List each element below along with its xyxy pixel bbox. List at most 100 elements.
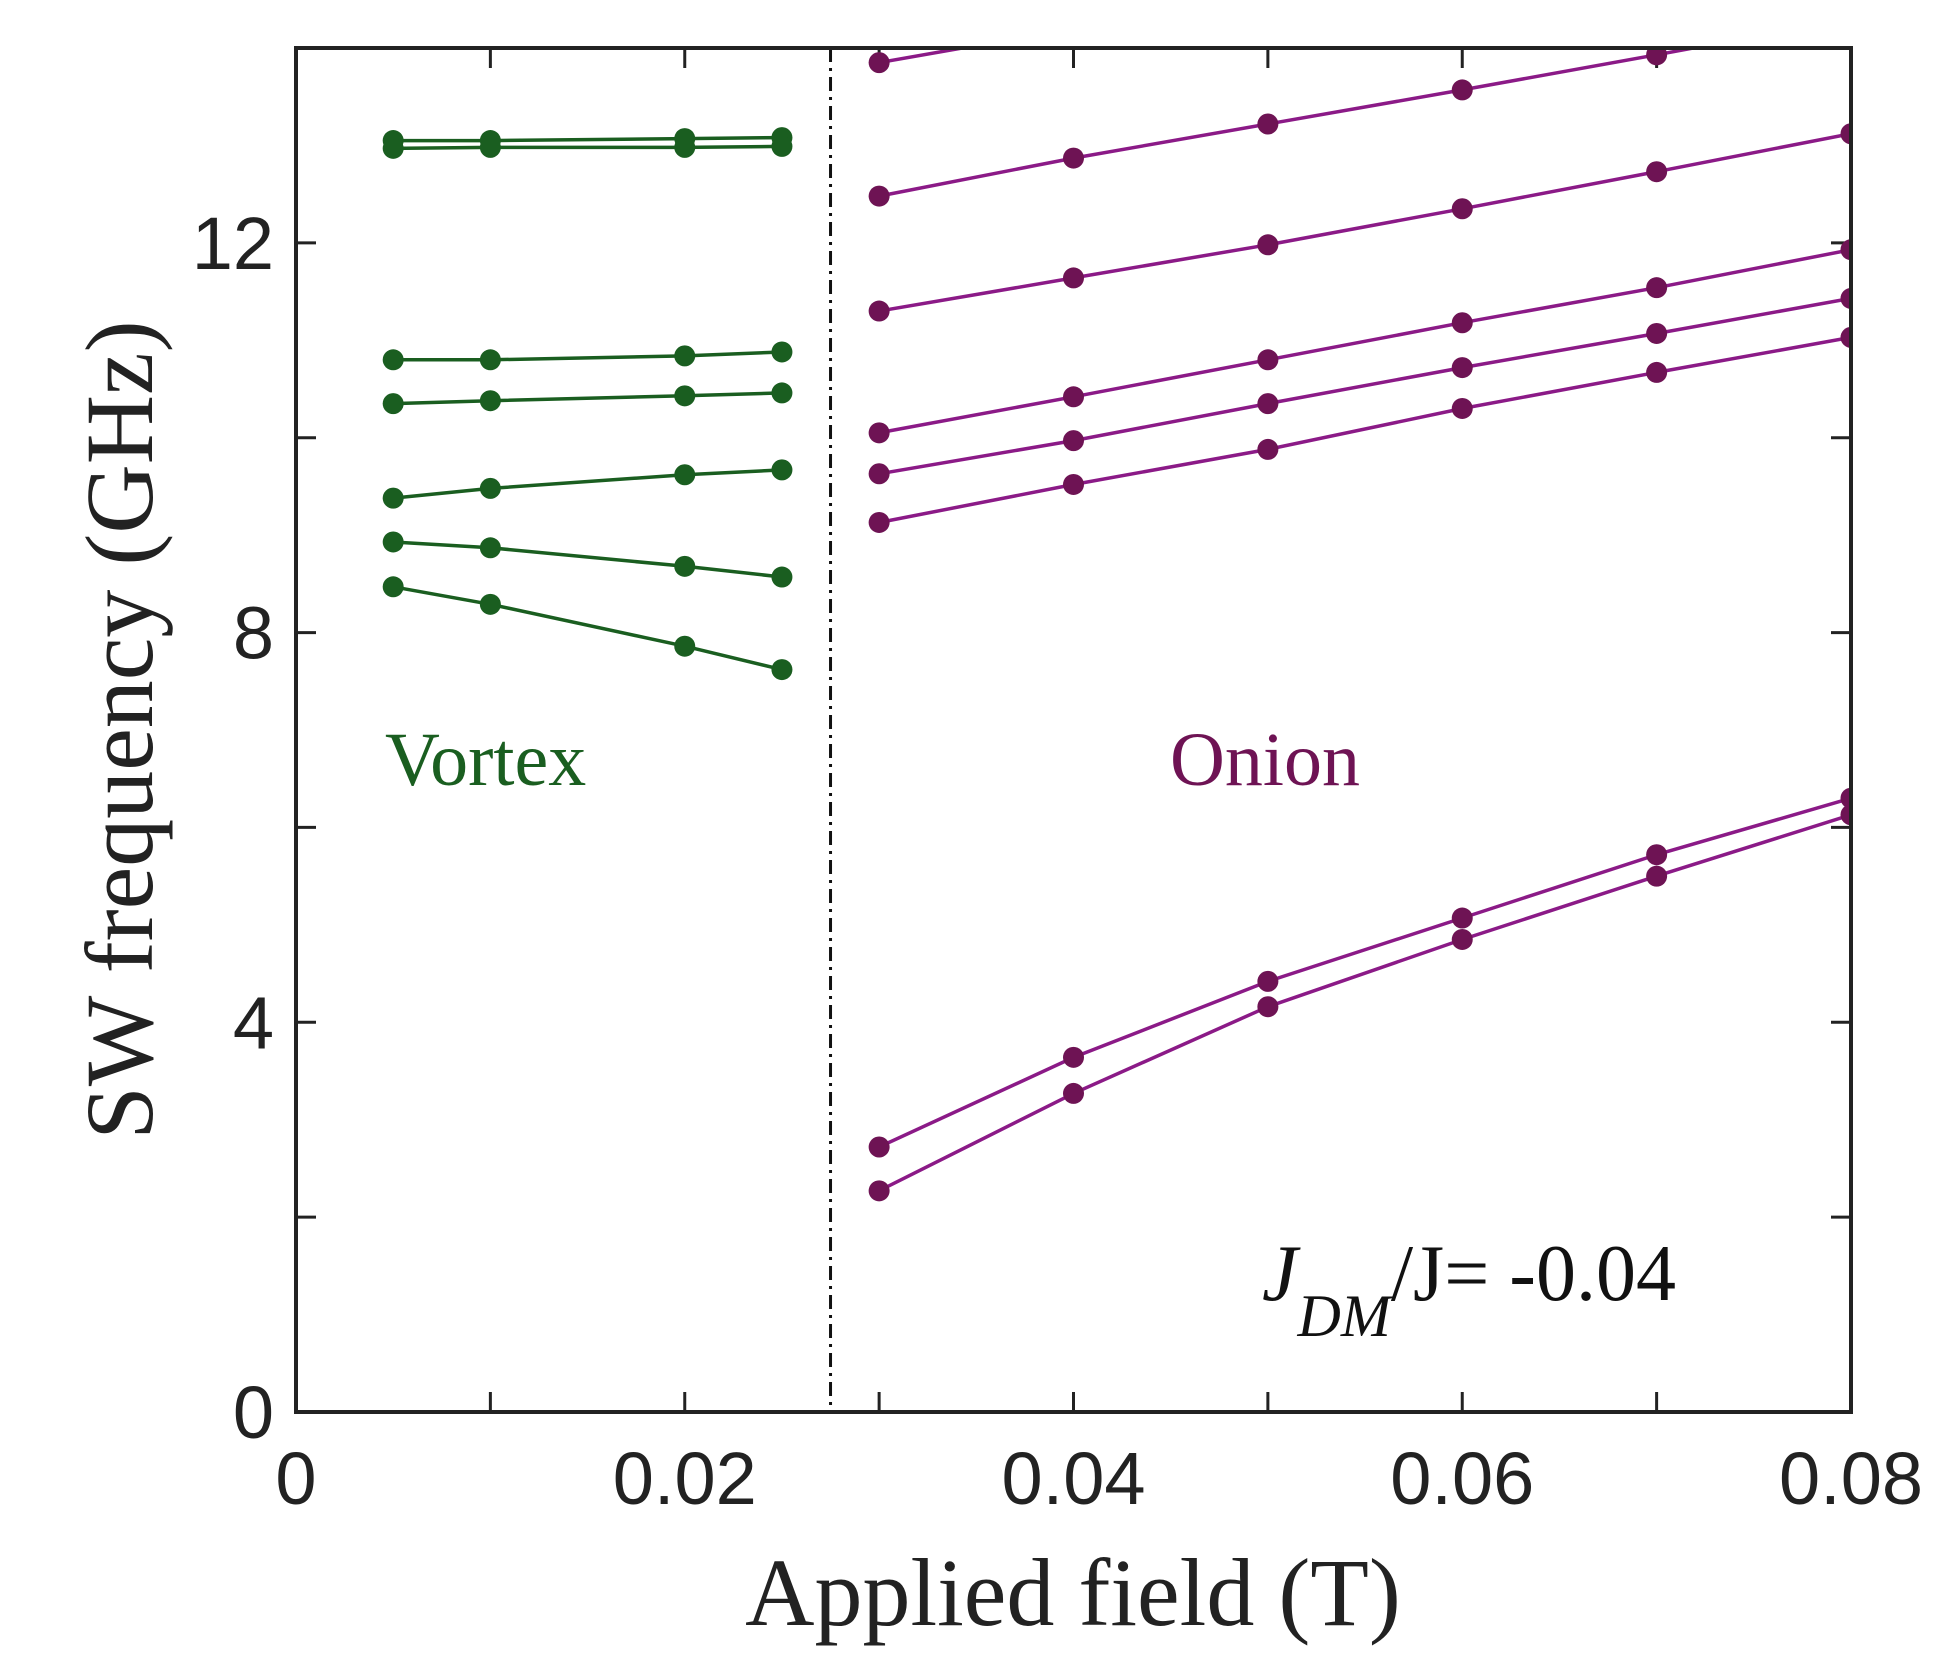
data-point [1257,234,1279,256]
series-line [878,813,1851,1193]
series-line [878,796,1851,1149]
y-tick-label: 12 [192,202,274,285]
x-tick-label: 0.02 [613,1437,757,1520]
series-line [878,247,1851,435]
data-point [1257,393,1279,415]
data-point [771,382,793,404]
series-line [393,135,782,143]
y-tick-label: 4 [233,981,274,1064]
series-line [878,131,1851,313]
data-point [1840,287,1851,309]
data-point [674,136,696,158]
data-point [868,1136,890,1158]
data-point [479,136,501,158]
data-point [479,477,501,499]
x-tick-label: 0.08 [1779,1437,1923,1520]
series-line [393,540,783,579]
annotation-ratio: /J= -0.04 [1391,1230,1676,1318]
data-point [868,185,890,207]
data-point [674,385,696,407]
data-point [1451,79,1473,101]
data-point [1451,198,1473,220]
series-onion-3 [868,123,1851,322]
series-onion-4 [868,239,1851,444]
data-point [1646,322,1668,344]
x-axis-title: Applied field (T) [745,1539,1401,1646]
data-point [868,511,890,533]
data-point [1257,438,1279,460]
y-tick-label: 8 [233,592,274,675]
data-point [1063,267,1084,289]
data-point [1646,844,1668,866]
series-line [878,296,1851,476]
data-point [1840,804,1851,826]
data-point [1646,161,1668,183]
series-vortex-3 [382,341,793,371]
data-point [1646,361,1668,383]
data-point [771,459,793,481]
series-vortex-2 [382,135,793,159]
data-point [479,390,501,412]
series-onion-8 [868,804,1851,1202]
y-axis-title: SW frequency (GHz) [66,320,173,1139]
data-point [382,137,404,159]
y-tick-label: 0 [233,1371,274,1454]
data-point [868,463,890,485]
series-vortex-5 [382,459,793,509]
data-point [1840,239,1851,261]
series-line [392,585,783,672]
data-point [382,349,404,371]
data-point [1063,1046,1084,1068]
data-point [674,635,696,657]
dm-ratio-annotation: JDM/J= -0.04 [1262,1230,1676,1349]
data-point [771,566,793,588]
data-point [382,393,404,415]
data-point [1063,430,1084,452]
data-point [1451,357,1473,379]
data-point [1063,147,1084,169]
onion-region-label: Onion [1170,718,1360,802]
x-tick-label: 0.04 [1001,1437,1145,1520]
data-point [771,659,793,681]
series-line [393,144,782,151]
annotation-j: J [1262,1230,1301,1318]
data-point [1063,1082,1084,1104]
data-point [771,341,793,363]
data-point [674,345,696,367]
data-point [1063,386,1084,408]
data-point [1646,48,1668,66]
data-point [868,422,890,444]
series-line [878,335,1851,525]
data-point [1063,18,1084,39]
series-onion-6 [868,326,1851,533]
series-line [878,48,1703,198]
data-point [1257,349,1279,371]
data-point [771,135,793,157]
data-point [479,537,501,559]
data-point [1451,907,1473,929]
series-onion-1 [868,18,1084,74]
data-point [1646,277,1668,299]
data-point [1063,473,1084,495]
series-line [393,350,782,362]
data-point [479,349,501,371]
series-vortex-7 [382,576,793,681]
data-point [1451,312,1473,334]
x-tick-labels: 0 0.02 0.04 0.06 0.08 [275,1437,1923,1520]
series-vortex-4 [382,382,793,415]
data-point [674,555,696,577]
data-point [382,531,404,553]
series-onion-2 [868,48,1703,207]
data-point [1451,397,1473,419]
plot-frame [294,46,1853,1414]
annotation-subscript: DM [1297,1283,1394,1349]
data-point [868,1180,890,1202]
data-point [1257,113,1279,135]
data-point [1840,123,1851,145]
data-series [382,18,1851,1202]
x-tick-label: 0.06 [1390,1437,1534,1520]
series-line [393,391,782,406]
data-point [1257,970,1279,992]
data-point [1451,928,1473,950]
